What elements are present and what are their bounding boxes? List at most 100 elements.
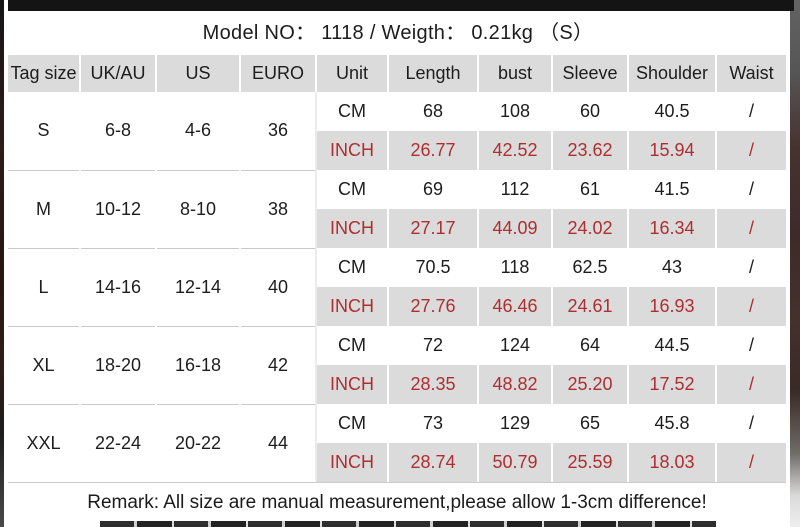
table-row-xxl-inch: INCH 28.74 50.79 25.59 18.03 / — [8, 443, 786, 482]
shoulder-value: 43 — [628, 248, 717, 287]
length-value: 68 — [388, 92, 479, 131]
shoulder-value: 18.03 — [628, 443, 717, 482]
model-title: Model NO： 1118 / Weigth： 0.21kg （S） — [202, 22, 594, 44]
table-row-l-cm: L 14-16 12-14 40 CM 70.5 118 62.5 43 / — [8, 248, 786, 327]
tag-size-value: S — [8, 92, 81, 171]
bust-value: 48.82 — [478, 365, 553, 404]
length-value: 28.74 — [388, 443, 479, 482]
waist-value: / — [716, 209, 786, 248]
tag-size-value: M — [8, 170, 81, 249]
length-value: 70.5 — [388, 248, 479, 287]
sleeve-value: 65 — [552, 404, 629, 443]
length-value: 26.77 — [388, 131, 479, 170]
header-shoulder: Shoulder — [628, 55, 717, 92]
bust-value: 50.79 — [478, 443, 553, 482]
waist-value: / — [716, 326, 786, 365]
table-row-m-cm: M 10-12 8-10 38 CM 69 112 61 41.5 / — [8, 170, 786, 249]
sleeve-value: 24.61 — [552, 287, 629, 326]
tag-size-value: XXL — [8, 404, 81, 483]
bust-value: 129 — [478, 404, 553, 443]
euro-value: 36 — [240, 92, 317, 171]
shoulder-value: 16.34 — [628, 209, 717, 248]
unit-label: CM — [316, 170, 389, 209]
sleeve-value: 62.5 — [552, 248, 629, 287]
unit-label: INCH — [316, 365, 389, 404]
header-euro: EURO — [240, 55, 317, 92]
euro-value: 42 — [240, 326, 317, 405]
shoulder-value: 17.52 — [628, 365, 717, 404]
remark-text: Remark: All size are manual measurement,… — [8, 482, 786, 522]
bust-value: 44.09 — [478, 209, 553, 248]
header-tag-size: Tag size — [8, 55, 81, 92]
table-row-xl-cm: XL 18-20 16-18 42 CM 72 124 64 44.5 / — [8, 326, 786, 405]
us-value: 8-10 — [156, 170, 241, 249]
waist-value: / — [716, 131, 786, 170]
length-value: 27.76 — [388, 287, 479, 326]
waist-value: / — [716, 365, 786, 404]
photo-artifact-bottom — [100, 521, 716, 527]
sleeve-value: 24.02 — [552, 209, 629, 248]
unit-label: CM — [316, 404, 389, 443]
header-waist: Waist — [716, 55, 786, 92]
length-value: 72 — [388, 326, 479, 365]
uk-au-value: 22-24 — [80, 404, 157, 483]
shoulder-value: 40.5 — [628, 92, 717, 131]
table-row-m-inch: INCH 27.17 44.09 24.02 16.34 / — [8, 209, 786, 248]
shoulder-value: 16.93 — [628, 287, 717, 326]
sleeve-value: 61 — [552, 170, 629, 209]
header-sleeve: Sleeve — [552, 55, 629, 92]
us-value: 12-14 — [156, 248, 241, 327]
euro-value: 40 — [240, 248, 317, 327]
waist-value: / — [716, 404, 786, 443]
length-value: 28.35 — [388, 365, 479, 404]
uk-au-value: 14-16 — [80, 248, 157, 327]
photo-bar-top — [8, 0, 794, 11]
sleeve-value: 25.59 — [552, 443, 629, 482]
header-bust: bust — [478, 55, 553, 92]
shoulder-value: 44.5 — [628, 326, 717, 365]
header-unit: Unit — [316, 55, 389, 92]
unit-label: INCH — [316, 131, 389, 170]
tag-size-value: XL — [8, 326, 81, 405]
us-value: 20-22 — [156, 404, 241, 483]
us-value: 4-6 — [156, 92, 241, 171]
euro-value: 38 — [240, 170, 317, 249]
uk-au-value: 10-12 — [80, 170, 157, 249]
waist-value: / — [716, 443, 786, 482]
waist-value: / — [716, 170, 786, 209]
length-value: 27.17 — [388, 209, 479, 248]
bust-value: 112 — [478, 170, 553, 209]
header-length: Length — [388, 55, 479, 92]
shoulder-value: 45.8 — [628, 404, 717, 443]
sleeve-value: 25.20 — [552, 365, 629, 404]
table-row-xl-inch: INCH 28.35 48.82 25.20 17.52 / — [8, 365, 786, 404]
size-chart-table: Tag size UK/AU US EURO Unit Length bust … — [8, 55, 786, 483]
waist-value: / — [716, 248, 786, 287]
length-value: 73 — [388, 404, 479, 443]
table-row-xxl-cm: XXL 22-24 20-22 44 CM 73 129 65 45.8 / — [8, 404, 786, 483]
table-row-s-cm: S 6-8 4-6 36 CM 68 108 60 40.5 / — [8, 92, 786, 171]
header-us: US — [156, 55, 241, 92]
us-value: 16-18 — [156, 326, 241, 405]
unit-label: CM — [316, 326, 389, 365]
header-uk-au: UK/AU — [80, 55, 157, 92]
shoulder-value: 15.94 — [628, 131, 717, 170]
bust-value: 124 — [478, 326, 553, 365]
photo-edge-right — [790, 0, 800, 527]
unit-label: CM — [316, 248, 389, 287]
bust-value: 46.46 — [478, 287, 553, 326]
waist-value: / — [716, 92, 786, 131]
unit-label: INCH — [316, 287, 389, 326]
bust-value: 118 — [478, 248, 553, 287]
tag-size-value: L — [8, 248, 81, 327]
bust-value: 108 — [478, 92, 553, 131]
waist-value: / — [716, 287, 786, 326]
length-value: 69 — [388, 170, 479, 209]
sleeve-value: 64 — [552, 326, 629, 365]
bust-value: 42.52 — [478, 131, 553, 170]
table-row-l-inch: INCH 27.76 46.46 24.61 16.93 / — [8, 287, 786, 326]
unit-label: CM — [316, 92, 389, 131]
header-row: Tag size UK/AU US EURO Unit Length bust … — [8, 55, 786, 92]
unit-label: INCH — [316, 209, 389, 248]
